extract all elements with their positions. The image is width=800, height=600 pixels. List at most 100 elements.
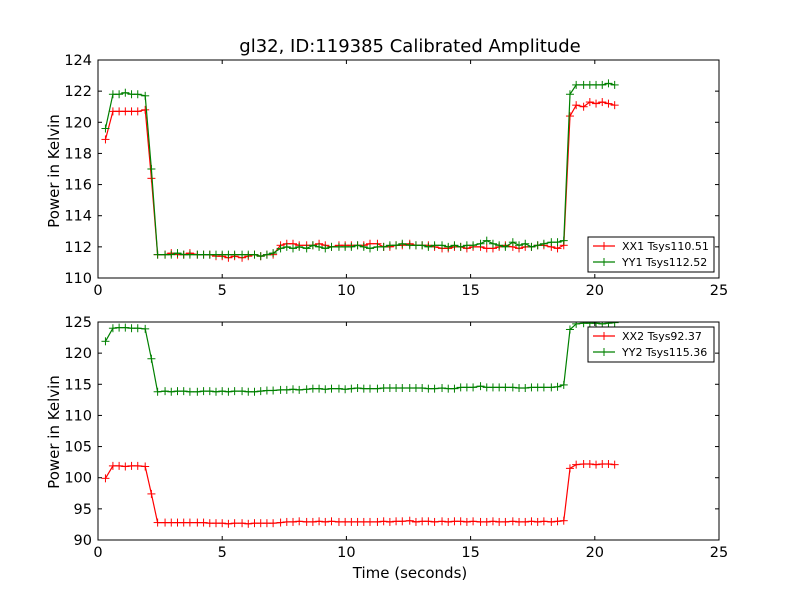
data-point [482, 517, 491, 526]
data-point [347, 242, 356, 251]
data-point [224, 519, 233, 528]
data-point [385, 517, 394, 526]
data-point [527, 242, 536, 251]
legend-label: XX2 Tsys92.37 [622, 330, 702, 343]
data-point [592, 460, 601, 469]
data-point [462, 517, 471, 526]
data-point [153, 387, 162, 396]
data-point [224, 387, 233, 396]
data-point [553, 382, 562, 391]
data-point [501, 517, 510, 526]
data-point [495, 241, 504, 250]
data-point [559, 516, 568, 525]
data-point [539, 517, 548, 526]
data-point [199, 518, 208, 527]
data-point [353, 384, 362, 393]
data-point [572, 322, 581, 328]
data-point [101, 135, 110, 144]
data-point [553, 238, 562, 247]
data-point [295, 385, 304, 394]
legend: XX1 Tsys110.51 YY1 Tsys112.52 [587, 236, 715, 273]
data-point [579, 102, 588, 111]
data-point [282, 242, 291, 251]
y-tick-label: 114 [64, 209, 92, 225]
data-point [141, 91, 150, 100]
series-markers-2 [101, 322, 619, 396]
data-point [173, 249, 182, 258]
data-point [379, 517, 388, 526]
data-point [572, 80, 581, 89]
data-point [521, 239, 530, 248]
data-point [288, 385, 297, 394]
data-point [604, 79, 613, 88]
data-point [327, 384, 336, 393]
data-point [295, 242, 304, 251]
y-tick-label: 100 [64, 471, 92, 487]
data-point [230, 519, 239, 528]
x-tick-label: 20 [586, 283, 604, 299]
legend-box [587, 326, 715, 363]
data-point [533, 241, 542, 250]
data-point [547, 517, 556, 526]
data-point [256, 387, 265, 396]
data-point [411, 517, 420, 526]
data-point [539, 383, 548, 392]
legend: XX2 Tsys92.37 YY2 Tsys115.36 [587, 326, 715, 363]
data-point [533, 517, 542, 526]
legend-label: YY1 Tsys112.52 [621, 256, 707, 269]
data-point [604, 460, 613, 469]
data-point [598, 98, 607, 107]
axes-frame [97, 59, 720, 279]
data-point [604, 322, 613, 328]
data-point [262, 250, 271, 259]
data-point [610, 460, 619, 469]
data-point [153, 250, 162, 259]
legend-item: XX1 Tsys110.51 [593, 240, 709, 253]
data-point [508, 517, 517, 526]
data-point [565, 325, 574, 334]
legend-item: YY2 Tsys115.36 [593, 346, 707, 359]
data-point [450, 384, 459, 393]
x-axis-label: Time (seconds) [352, 564, 468, 582]
data-point [444, 242, 453, 251]
data-point [565, 90, 574, 99]
x-tick-label: 0 [93, 545, 102, 561]
data-point [193, 387, 202, 396]
data-point [418, 384, 427, 393]
data-point [444, 517, 453, 526]
data-point [476, 239, 485, 248]
data-point [559, 380, 568, 389]
data-point [115, 461, 124, 470]
data-point [559, 236, 568, 245]
data-point [365, 244, 374, 253]
data-point [405, 516, 414, 525]
data-point [295, 517, 304, 526]
data-point [141, 462, 150, 471]
data-point [373, 384, 382, 393]
data-point [438, 241, 447, 250]
legend-label: XX1 Tsys110.51 [622, 240, 709, 253]
data-point [610, 322, 619, 327]
y-tick-label: 90 [74, 533, 92, 549]
data-point [276, 244, 285, 253]
data-point [108, 324, 117, 333]
data-point [269, 386, 278, 395]
data-point [539, 239, 548, 248]
data-point [288, 244, 297, 253]
bottom-y-axis-label: Power in Kelvin [45, 375, 63, 489]
data-point [469, 383, 478, 392]
data-point [238, 387, 247, 396]
data-point [592, 99, 601, 108]
legend-item: YY1 Tsys112.52 [593, 256, 707, 269]
y-tick-label: 122 [64, 84, 92, 100]
data-point [598, 80, 607, 89]
data-point [341, 385, 350, 394]
data-point [147, 354, 156, 363]
data-point [244, 519, 253, 528]
data-point [238, 519, 247, 528]
x-tick-label: 10 [337, 545, 355, 561]
data-point [327, 517, 336, 526]
data-point [430, 517, 439, 526]
data-point [101, 474, 110, 483]
data-point [572, 460, 581, 469]
